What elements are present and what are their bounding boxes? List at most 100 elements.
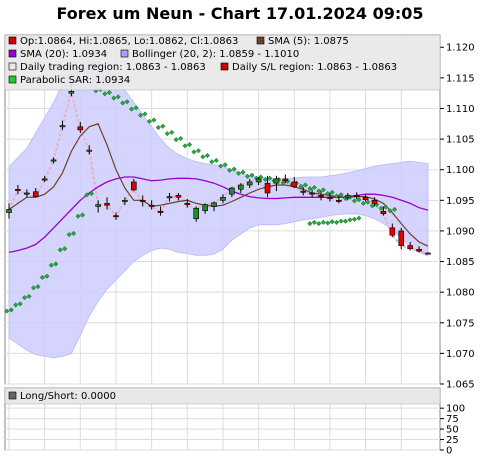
sar-point — [22, 295, 28, 301]
sar-point — [298, 183, 304, 189]
candle-body — [95, 204, 101, 207]
candle-body — [24, 192, 30, 195]
sar-point — [222, 162, 228, 168]
price-tick-label: 1.105 — [446, 135, 475, 146]
legend-label: SMA (5): 1.0875 — [268, 36, 349, 47]
candle-body — [15, 188, 21, 191]
candle-body — [327, 196, 333, 199]
sar-point — [124, 99, 130, 105]
price-tick-label: 1.065 — [446, 380, 475, 391]
sar-point — [329, 189, 335, 195]
candle-body — [211, 202, 217, 207]
sar-point — [71, 230, 77, 236]
legend-label: Long/Short: 0.0000 — [20, 391, 116, 402]
sar-point — [178, 135, 184, 142]
price-tick-label: 1.075 — [446, 318, 475, 329]
price-tick-label: 1.115 — [446, 73, 475, 84]
price-tick-label: 1.090 — [446, 226, 475, 237]
sar-point — [231, 166, 237, 172]
sar-point — [84, 192, 90, 198]
candle-body — [344, 195, 351, 198]
candle-body — [371, 200, 378, 204]
candle-body — [6, 209, 12, 213]
candle-body — [148, 204, 155, 207]
candle-body — [318, 195, 324, 197]
candle-body — [122, 200, 128, 202]
sar-point — [182, 143, 188, 149]
candle-body — [32, 191, 39, 197]
sar-point — [262, 176, 268, 183]
candle-body — [273, 178, 280, 184]
longshort-tick-label: 50 — [446, 425, 459, 436]
candle-body — [264, 182, 271, 194]
sar-point — [195, 148, 201, 154]
sar-point — [351, 198, 357, 204]
candle-body — [68, 91, 75, 94]
sar-point — [218, 163, 224, 169]
sar-point — [351, 216, 358, 222]
sar-point — [4, 308, 10, 314]
candle-body — [309, 192, 315, 195]
sar-point — [133, 105, 139, 111]
candle-body — [184, 203, 191, 205]
sar-point — [88, 191, 95, 197]
sar-point — [102, 91, 108, 97]
sar-point — [316, 188, 322, 194]
candle-body — [291, 181, 298, 188]
sar-point — [325, 220, 331, 226]
sar-point — [35, 284, 41, 290]
sar-point — [329, 219, 335, 225]
candle-body — [398, 230, 405, 246]
sar-point — [39, 274, 45, 281]
sar-point — [280, 180, 286, 186]
candle-body — [220, 196, 226, 201]
sar-point — [79, 212, 86, 218]
sar-point — [236, 170, 242, 176]
candle-body — [362, 196, 369, 201]
sar-point — [369, 203, 375, 209]
price-tick-label: 1.070 — [446, 349, 475, 360]
sar-point — [267, 175, 273, 181]
sar-point — [311, 219, 317, 225]
candle-body — [425, 252, 431, 255]
sar-point — [320, 187, 326, 193]
candle-body — [336, 200, 342, 202]
sar-point — [30, 285, 37, 291]
sar-point — [334, 219, 340, 225]
candles — [6, 83, 431, 255]
sar-point — [307, 221, 313, 227]
candle-body — [255, 178, 262, 183]
sar-point — [169, 129, 175, 135]
sar-point — [204, 153, 210, 159]
legend-swatch — [220, 62, 229, 71]
sar-point — [75, 213, 81, 219]
candle-body — [389, 227, 396, 236]
legend-swatch — [120, 49, 129, 58]
legend-label: Daily trading region: 1.0863 - 1.0863 — [20, 62, 206, 73]
sar-point — [249, 172, 255, 178]
sar-point — [26, 293, 32, 299]
price-tick-label: 1.100 — [446, 165, 475, 176]
longshort-legend: Long/Short: 0.0000 — [8, 391, 116, 402]
sar-point — [200, 154, 206, 160]
longshort-tick-label: 100 — [446, 404, 465, 415]
candle-body — [104, 203, 110, 206]
sar-point — [155, 124, 161, 131]
legend-swatch — [8, 62, 17, 71]
price-tick-label: 1.095 — [446, 196, 475, 207]
longshort-legend-box — [4, 387, 441, 405]
legend: Op:1.0864, Hi:1.0865, Lo:1.0862, Cl:1.08… — [8, 36, 397, 86]
price-tick-label: 1.080 — [446, 288, 475, 299]
sar-point — [325, 191, 331, 197]
sar-point — [62, 246, 68, 252]
price-tick-label: 1.110 — [446, 104, 475, 115]
sar-point — [146, 118, 152, 124]
sar-point — [111, 95, 117, 101]
sar-point — [142, 111, 148, 117]
sar-point — [173, 137, 179, 143]
candle-body — [246, 181, 253, 186]
candle-body — [175, 195, 182, 198]
sar-point — [338, 192, 344, 198]
